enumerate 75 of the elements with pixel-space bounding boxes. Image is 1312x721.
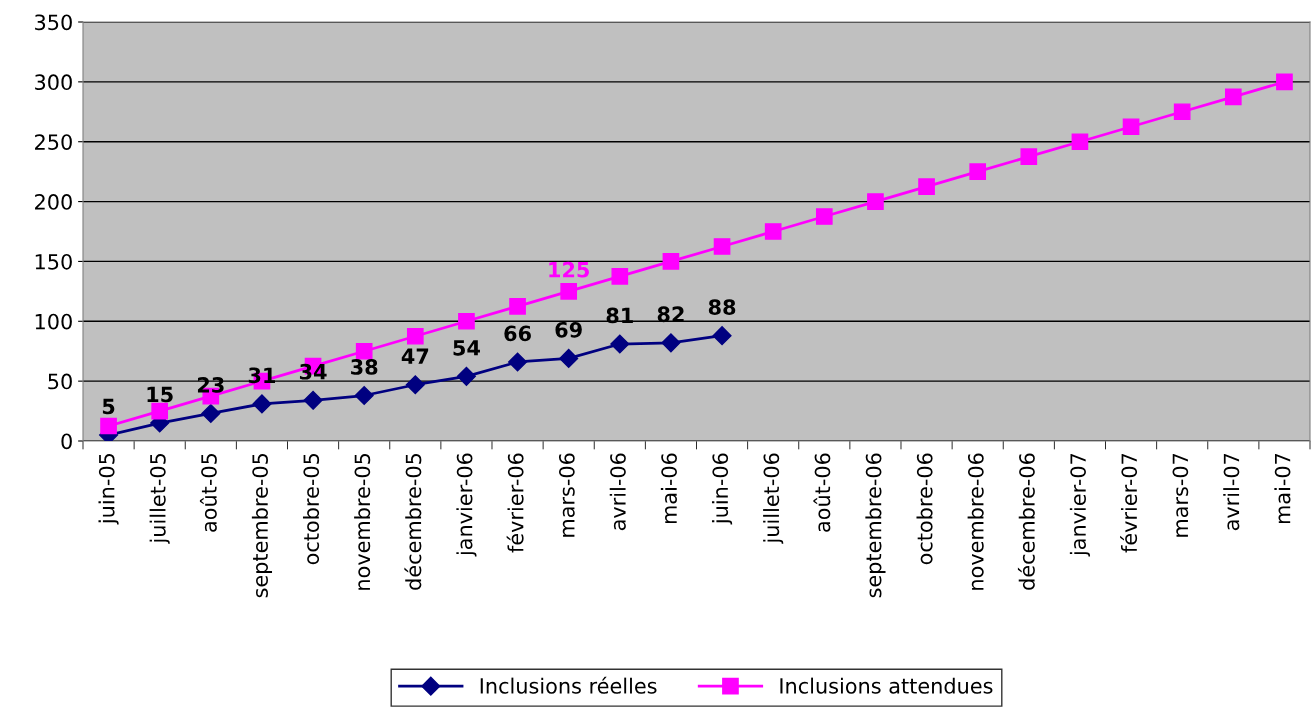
point xyxy=(1224,88,1242,106)
data-label: 69 xyxy=(555,321,582,338)
point xyxy=(662,253,680,270)
point xyxy=(559,348,579,368)
x-tick-label: février-07 xyxy=(1120,453,1138,553)
point xyxy=(151,402,169,420)
x-tick-label: septembre-05 xyxy=(251,453,273,598)
x-tick-label: janvier-06 xyxy=(456,453,477,557)
point xyxy=(969,163,987,180)
point xyxy=(1020,148,1038,166)
x-tick-label: avril-07 xyxy=(1223,453,1240,531)
data-label: 5 xyxy=(102,398,115,415)
x-tick-label: août-05 xyxy=(199,453,217,532)
x-tick-label: février-06 xyxy=(506,453,524,553)
x-tick-label: septembre-06 xyxy=(865,453,886,598)
legend-label: Inclusions attendues xyxy=(780,677,993,694)
x-tick-label: mai-07 xyxy=(1274,453,1291,524)
point xyxy=(1173,103,1191,121)
data-label: 54 xyxy=(453,340,480,356)
point xyxy=(456,366,476,386)
point xyxy=(1071,133,1089,151)
point xyxy=(509,297,526,315)
x-tick-label: juin-05 xyxy=(98,453,119,525)
x-tick-label: juin-06 xyxy=(711,453,733,525)
data-label: 15 xyxy=(147,386,173,403)
y-tick-label: 50 xyxy=(48,373,72,390)
point xyxy=(355,342,373,360)
x-tick-label: avril-06 xyxy=(609,453,626,531)
point xyxy=(815,208,833,225)
point xyxy=(867,193,884,210)
point xyxy=(713,238,731,255)
data-label: 125 xyxy=(549,261,589,278)
data-label: 47 xyxy=(401,348,429,364)
point xyxy=(508,352,528,372)
x-tick-label: octobre-05 xyxy=(302,453,320,565)
x-tick-label: octobre-06 xyxy=(916,453,933,565)
x-tick-label: janvier-07 xyxy=(1069,453,1091,557)
x-tick-label: décembre-05 xyxy=(404,453,422,590)
point xyxy=(458,312,475,330)
y-tick-label: 350 xyxy=(35,14,72,31)
point xyxy=(611,268,629,285)
point xyxy=(100,417,117,435)
data-label: 88 xyxy=(708,299,736,315)
point xyxy=(918,178,935,195)
point xyxy=(405,375,425,395)
y-tick-label: 250 xyxy=(35,134,72,150)
x-tick-label: décembre-06 xyxy=(1017,453,1035,590)
x-tick-label: août-06 xyxy=(813,453,831,532)
point xyxy=(406,327,424,345)
point xyxy=(1122,118,1140,136)
x-tick-label: juillet-06 xyxy=(763,453,784,544)
data-label: 66 xyxy=(504,325,531,342)
y-tick-label: 0 xyxy=(61,433,72,450)
x-tick-label: novembre-05 xyxy=(354,453,371,590)
point xyxy=(712,326,732,346)
point xyxy=(560,283,578,300)
point xyxy=(201,403,221,423)
point xyxy=(610,334,630,354)
point xyxy=(661,333,681,353)
point xyxy=(252,394,272,414)
y-tick-label: 150 xyxy=(35,253,72,270)
x-tick-label: novembre-06 xyxy=(967,453,984,590)
point xyxy=(764,223,782,240)
x-tick-label: mai-06 xyxy=(660,453,677,524)
y-tick-label: 100 xyxy=(35,313,72,330)
point xyxy=(303,390,323,410)
x-tick-label: mars-06 xyxy=(558,453,575,537)
x-tick-label: mars-07 xyxy=(1172,453,1189,537)
x-tick-label: juillet-05 xyxy=(149,453,170,544)
point xyxy=(354,385,374,406)
y-tick-label: 200 xyxy=(35,194,72,210)
legend-label: Inclusions réelles xyxy=(480,676,657,694)
y-tick-label: 300 xyxy=(35,74,72,91)
point xyxy=(1276,73,1293,91)
data-label: 38 xyxy=(351,359,378,375)
